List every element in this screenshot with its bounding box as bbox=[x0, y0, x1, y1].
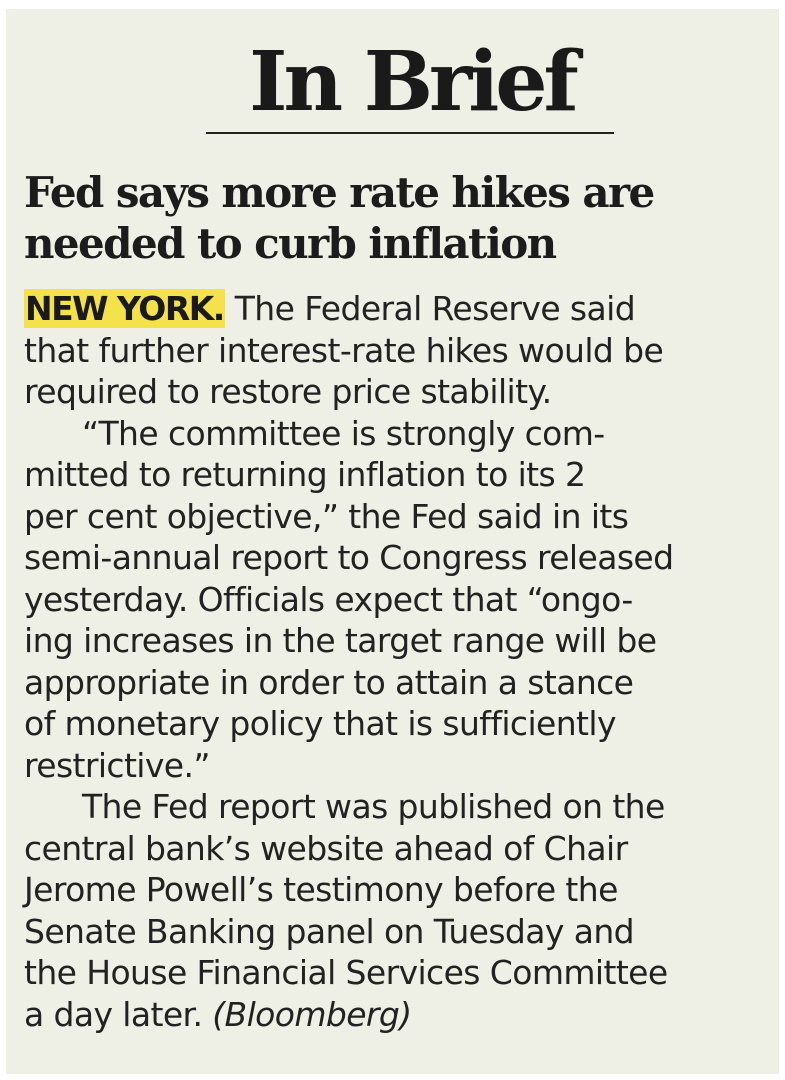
article-paragraph-3-line: the House Financial Services Committee bbox=[24, 953, 668, 992]
source-credit: (Bloomberg) bbox=[212, 994, 412, 1034]
article-paragraph-3-line: central bank’s website ahead of Chair bbox=[24, 828, 628, 868]
article-paragraph-2-line: restrictive.” bbox=[24, 745, 210, 785]
article-paragraph-3-line: The Fed report was published on the bbox=[82, 787, 665, 826]
article-body: NEW YORK. The Federal Reserve said that … bbox=[24, 288, 779, 1035]
headline-line: Fed says more rate hikes are bbox=[24, 168, 655, 217]
article-paragraph-3-line: Jerome Powell’s testimony before the bbox=[24, 870, 618, 909]
dateline-badge: NEW YORK. bbox=[24, 289, 225, 328]
article-paragraph-1-line: NEW YORK. The Federal Reserve said bbox=[24, 289, 636, 328]
article-paragraph-2-line: ing increases in the target range will b… bbox=[24, 621, 657, 660]
article-paragraph-2-line: semi-annual report to Congress released bbox=[24, 538, 674, 577]
news-brief-panel: In Brief Fed says more rate hikes are ne… bbox=[6, 9, 779, 1074]
article-paragraph-2-line: per cent objective,” the Fed said in its bbox=[24, 496, 629, 536]
article-paragraph-2-line: mitted to returning inflation to its 2 bbox=[24, 455, 586, 494]
article-paragraph-3-line: Senate Banking panel on Tuesday and bbox=[24, 911, 635, 951]
article-paragraph-1-line: that further interest-rate hikes would b… bbox=[24, 330, 664, 370]
article-paragraph-3-line: a day later. (Bloomberg) bbox=[24, 994, 412, 1034]
article-paragraph-2-line: of monetary policy that is sufficiently bbox=[24, 704, 616, 743]
article-paragraph-2-line: “The committee is strongly com- bbox=[82, 413, 605, 453]
article-headline: Fed says more rate hikes are needed to c… bbox=[24, 167, 774, 269]
section-title: In Brief bbox=[249, 34, 579, 130]
article-paragraph-2-line: appropriate in order to attain a stance bbox=[24, 662, 634, 702]
headline-line: needed to curb inflation bbox=[24, 219, 557, 268]
article-paragraph-1-line: required to restore price stability. bbox=[24, 372, 552, 411]
section-title-rule bbox=[206, 132, 614, 134]
article-paragraph-2-line: yesterday. Officials expect that “ongo- bbox=[24, 579, 633, 619]
